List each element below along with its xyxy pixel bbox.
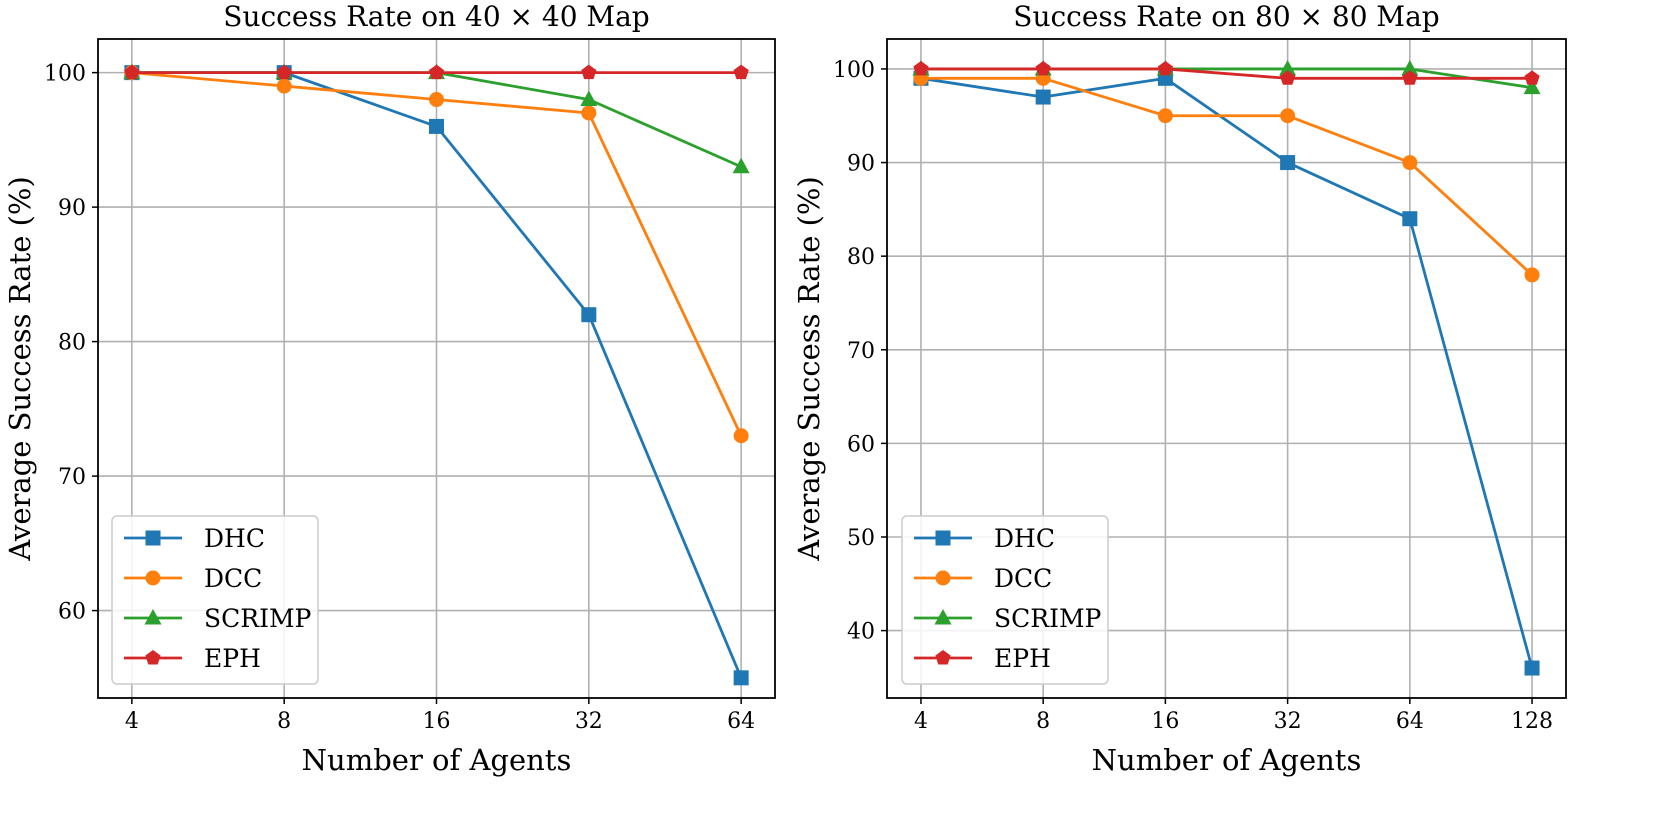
- data-point-dcc: [1524, 267, 1540, 283]
- legend: DHC DCC SCRIMP EPH: [901, 515, 1109, 685]
- legend-label-dhc: DHC: [204, 524, 265, 553]
- x-tick-label: 16: [423, 709, 451, 734]
- data-point-dhc: [429, 118, 444, 134]
- data-point-eph: [1280, 70, 1296, 85]
- data-point-eph: [581, 64, 597, 80]
- data-point-eph: [733, 64, 749, 80]
- data-point-eph: [1402, 70, 1418, 85]
- series-line-dhc: [920, 76, 1534, 669]
- legend-marker-scrimp: [144, 609, 162, 625]
- chart-title: Success Rate on 40 × 40 Map: [223, 0, 649, 33]
- legend-label-dcc: DCC: [204, 564, 262, 593]
- legend-marker-dcc: [935, 570, 951, 586]
- x-tick-label: 16: [1151, 709, 1179, 734]
- x-tick-label: 8: [277, 709, 291, 734]
- chart-title: Success Rate on 80 × 80 Map: [1013, 0, 1439, 33]
- legend: DHC DCC SCRIMP EPH: [111, 515, 319, 685]
- data-point-eph: [124, 64, 140, 80]
- x-tick-label: 4: [125, 709, 139, 734]
- data-point-dhc: [1035, 89, 1051, 105]
- x-tick-label: 32: [1274, 709, 1302, 734]
- x-tick-label: 64: [727, 709, 755, 734]
- legend-label-scrimp: SCRIMP: [204, 604, 311, 633]
- chart-panel-40x40: 4 8 16 32 64 60 70 80 90 100 Success Rate on 40 × …: [3, 0, 776, 777]
- data-point-dcc: [276, 78, 292, 94]
- legend-marker-dcc: [145, 570, 161, 586]
- data-point-dhc: [733, 670, 749, 686]
- data-point-dcc: [1280, 108, 1296, 124]
- y-axis-label: Average Success Rate (%): [3, 176, 37, 562]
- y-tick-label: 70: [847, 339, 875, 364]
- data-point-dcc: [1157, 108, 1173, 124]
- data-point-eph: [913, 60, 929, 76]
- y-tick-label: 90: [58, 196, 86, 221]
- series-line-dcc: [920, 76, 1533, 276]
- y-tick-label: 80: [847, 245, 875, 270]
- x-tick-label: 4: [914, 709, 928, 734]
- legend-label-dhc: DHC: [994, 524, 1055, 553]
- data-point-eph: [428, 64, 445, 80]
- x-tick-label: 128: [1511, 709, 1553, 734]
- data-point-scrimp: [580, 90, 598, 107]
- legend-label-eph: EPH: [204, 644, 261, 673]
- legend-marker-scrimp: [934, 609, 952, 625]
- data-point-dhc: [581, 307, 597, 323]
- legend-label-dcc: DCC: [994, 564, 1052, 593]
- data-point-dcc: [581, 105, 597, 121]
- y-tick-label: 80: [58, 331, 86, 356]
- x-tick-label: 32: [575, 709, 603, 734]
- series-line-eph: [920, 67, 1533, 80]
- y-tick-label: 50: [847, 526, 875, 551]
- y-tick-label: 60: [58, 600, 86, 625]
- data-point-eph: [1524, 70, 1540, 85]
- legend-box: [901, 515, 1109, 685]
- data-point-scrimp: [1279, 59, 1297, 76]
- data-point-dcc: [1402, 155, 1418, 171]
- data-point-dcc: [733, 428, 749, 444]
- x-axis-label: Number of Agents: [1092, 743, 1362, 777]
- data-point-scrimp: [1401, 59, 1419, 76]
- legend-label-scrimp: SCRIMP: [994, 604, 1101, 633]
- legend-label-eph: EPH: [994, 644, 1051, 673]
- series-dcc: [913, 70, 1540, 283]
- plot-frame: [886, 38, 1567, 699]
- data-point-eph: [1035, 60, 1051, 76]
- y-tick-label: 90: [847, 152, 875, 177]
- legend-marker-eph: [935, 650, 951, 665]
- data-point-eph: [276, 64, 292, 80]
- y-axis-label: Average Success Rate (%): [792, 176, 826, 562]
- legend-box: [111, 515, 319, 685]
- x-tick-label: 64: [1396, 709, 1424, 734]
- chart-panel-80x80: 4 8 16 32 64 128 40 50 60 70 80 90 100 Success Rate o…: [792, 0, 1567, 777]
- y-tick-label: 60: [847, 432, 875, 457]
- y-tick-label: 100: [833, 58, 875, 83]
- legend-marker-eph: [145, 650, 161, 665]
- legend-marker-dhc: [145, 530, 161, 546]
- data-point-dcc: [429, 92, 444, 108]
- series-eph: [913, 60, 1540, 85]
- x-axis-label: Number of Agents: [302, 743, 572, 777]
- data-point-scrimp: [732, 157, 750, 174]
- data-point-dhc: [1524, 660, 1540, 676]
- legend-marker-dhc: [935, 530, 951, 546]
- x-tick-label: 8: [1036, 709, 1050, 734]
- data-point-dhc: [1402, 211, 1418, 227]
- y-tick-label: 70: [58, 465, 86, 490]
- y-tick-label: 100: [44, 62, 86, 87]
- data-point-scrimp: [1523, 78, 1541, 95]
- series-eph: [124, 64, 749, 80]
- y-tick-label: 40: [847, 620, 875, 645]
- data-point-eph: [1157, 60, 1173, 76]
- data-point-dhc: [1280, 155, 1296, 171]
